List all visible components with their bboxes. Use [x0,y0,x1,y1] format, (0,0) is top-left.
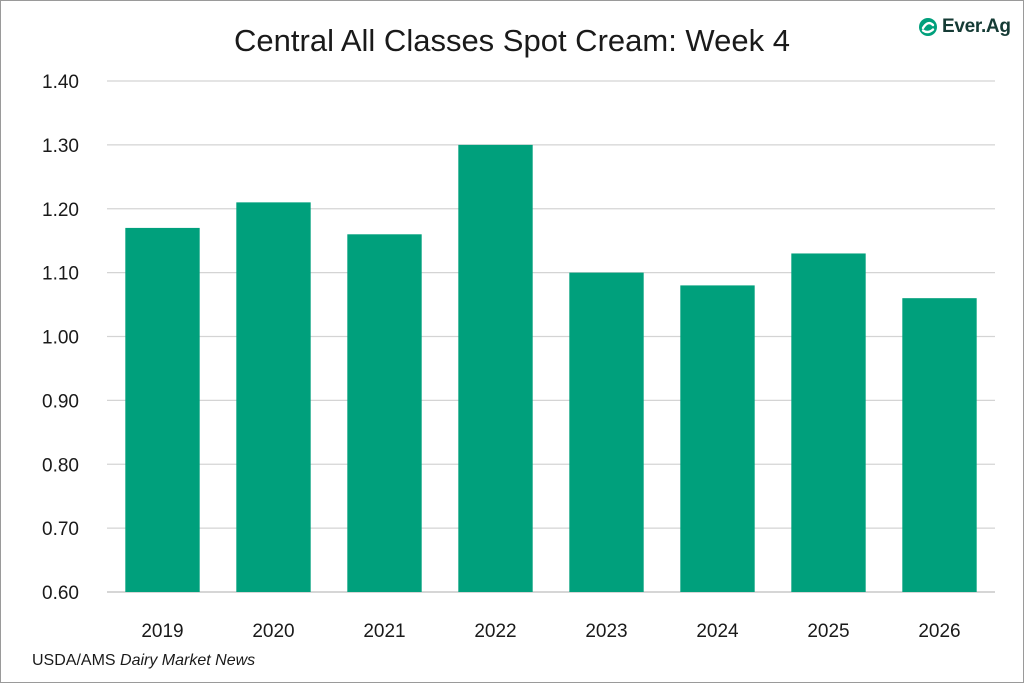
x-tick-label: 2022 [474,621,516,642]
bar-2019 [125,227,200,592]
y-tick-label: 1.30 [42,136,79,157]
bar-2021 [347,234,422,593]
x-tick-label: 2023 [585,621,627,642]
bar-2023 [569,272,644,592]
x-tick-label: 2019 [141,621,183,642]
bar-2024 [680,285,755,592]
y-tick-label: 1.10 [42,264,79,285]
chart-title: Central All Classes Spot Cream: Week 4 [234,23,790,58]
x-tick-label: 2020 [252,621,294,642]
x-axis-ticks: 2019 2020 2021 2022 2023 2024 2025 2026 [141,621,960,642]
y-tick-label: 0.60 [42,583,79,604]
y-axis-ticks: 0.60 0.70 0.80 0.90 1.00 1.10 1.20 1.30 1.40 [42,72,79,604]
bar-series [125,144,977,593]
bar-2026 [902,298,977,592]
source-note: USDA/AMS Dairy Market News [32,652,255,670]
bar-2022 [458,144,533,592]
y-tick-label: 0.90 [42,391,79,412]
x-tick-label: 2025 [807,621,849,642]
y-tick-label: 1.20 [42,200,79,221]
bar-2025 [791,253,866,592]
ever-ag-logo-icon [919,18,937,36]
brand-name: Ever.Ag [942,16,1011,37]
x-tick-label: 2024 [696,621,739,642]
source-publication: Dairy Market News [120,652,256,669]
brand-logo: Ever.Ag [918,13,1011,41]
x-tick-label: 2021 [363,621,405,642]
bar-2020 [236,202,311,593]
x-tick-label: 2026 [918,621,960,642]
y-tick-label: 1.00 [42,328,79,349]
source-prefix: USDA/AMS [32,652,121,669]
y-tick-label: 0.70 [42,519,79,540]
y-tick-label: 0.80 [42,455,79,476]
y-tick-label: 1.40 [42,72,79,93]
